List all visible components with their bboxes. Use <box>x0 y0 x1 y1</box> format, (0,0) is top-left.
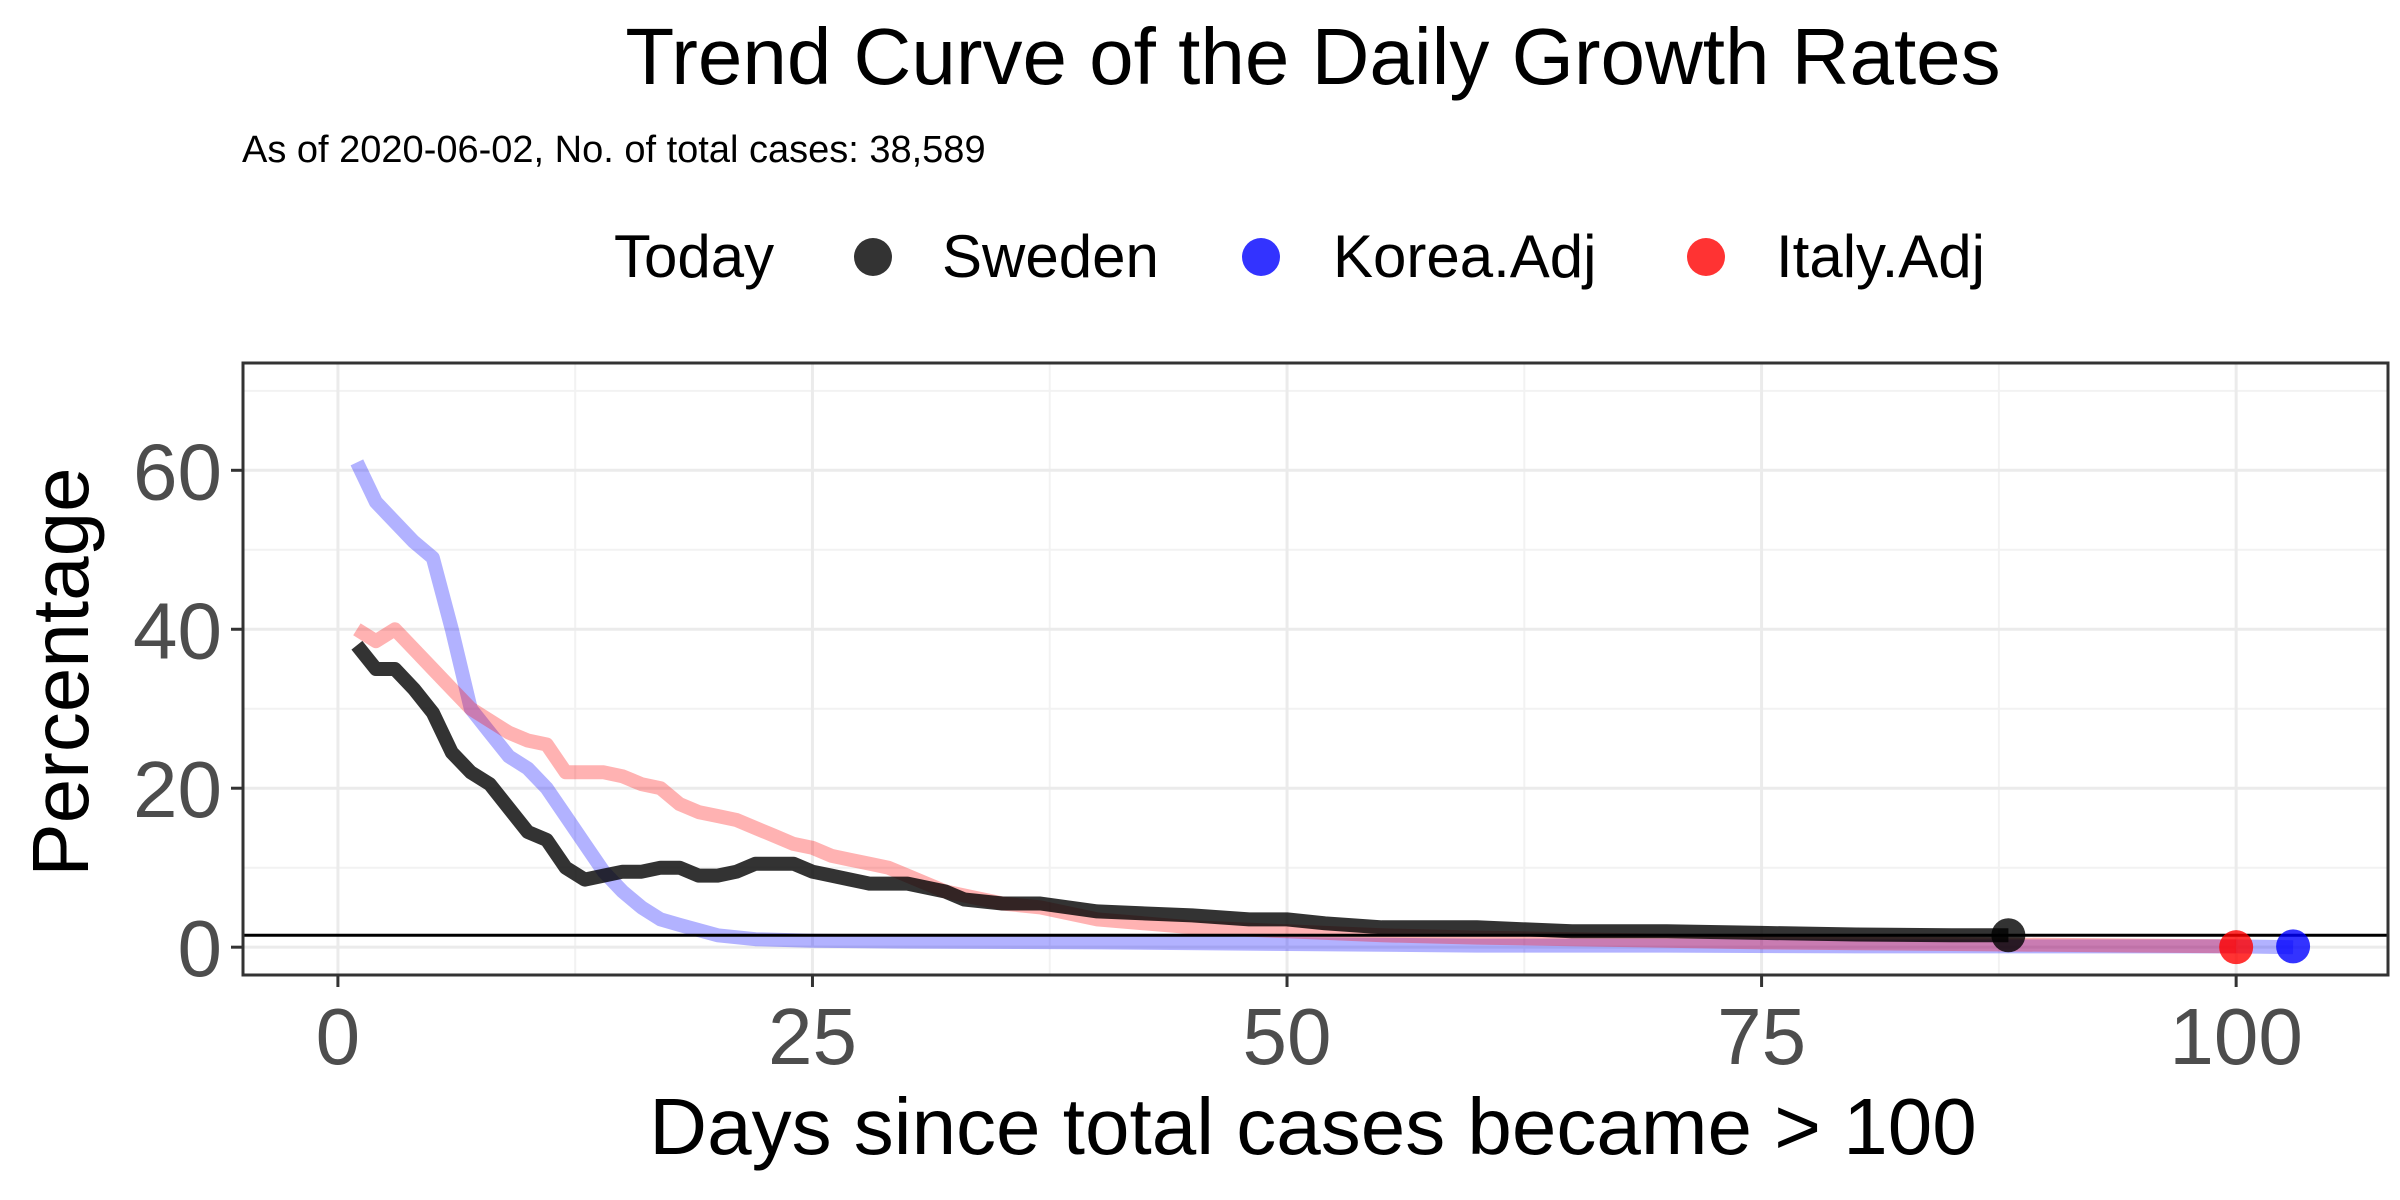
x-tick-label: 0 <box>316 992 361 1081</box>
legend-label-italy-adj: Italy.Adj <box>1776 223 1985 290</box>
legend-label-sweden: Sweden <box>942 223 1159 290</box>
today-point-korea-adj <box>2276 929 2311 964</box>
x-axis-label: Days since total cases became > 100 <box>649 1082 1976 1171</box>
y-tick-label: 40 <box>133 586 222 675</box>
legend-marker-italy-adj <box>1687 238 1725 276</box>
legend-marker-korea-adj <box>1242 238 1280 276</box>
chart-title: Trend Curve of the Daily Growth Rates <box>625 12 2000 101</box>
chart-subtitle: As of 2020-06-02, No. of total cases: 38… <box>242 129 986 171</box>
y-tick-label: 20 <box>133 745 222 834</box>
legend-title: Today <box>614 223 774 290</box>
plot-border <box>241 361 2390 977</box>
series-line-sweden <box>351 640 2009 943</box>
today-point-italy-adj <box>2219 930 2254 965</box>
y-axis-label: Percentage <box>16 467 105 876</box>
x-tick-label: 25 <box>768 992 857 1081</box>
legend: Today Sweden Korea.Adj Italy.Adj <box>614 223 1985 290</box>
x-tick-label: 50 <box>1243 992 1332 1081</box>
y-tick-label: 60 <box>133 427 222 516</box>
x-tick-label: 75 <box>1717 992 1806 1081</box>
today-point-sweden <box>1991 918 2026 953</box>
series-line-italy-adj <box>353 622 2237 954</box>
legend-marker-sweden <box>854 238 892 276</box>
x-tick-label: 100 <box>2169 992 2302 1081</box>
y-tick-label: 0 <box>178 904 223 993</box>
legend-label-korea-adj: Korea.Adj <box>1333 223 1597 290</box>
plot-background <box>243 363 2388 975</box>
series-line-korea-adj <box>350 459 2294 955</box>
plot-panel <box>241 361 2390 977</box>
